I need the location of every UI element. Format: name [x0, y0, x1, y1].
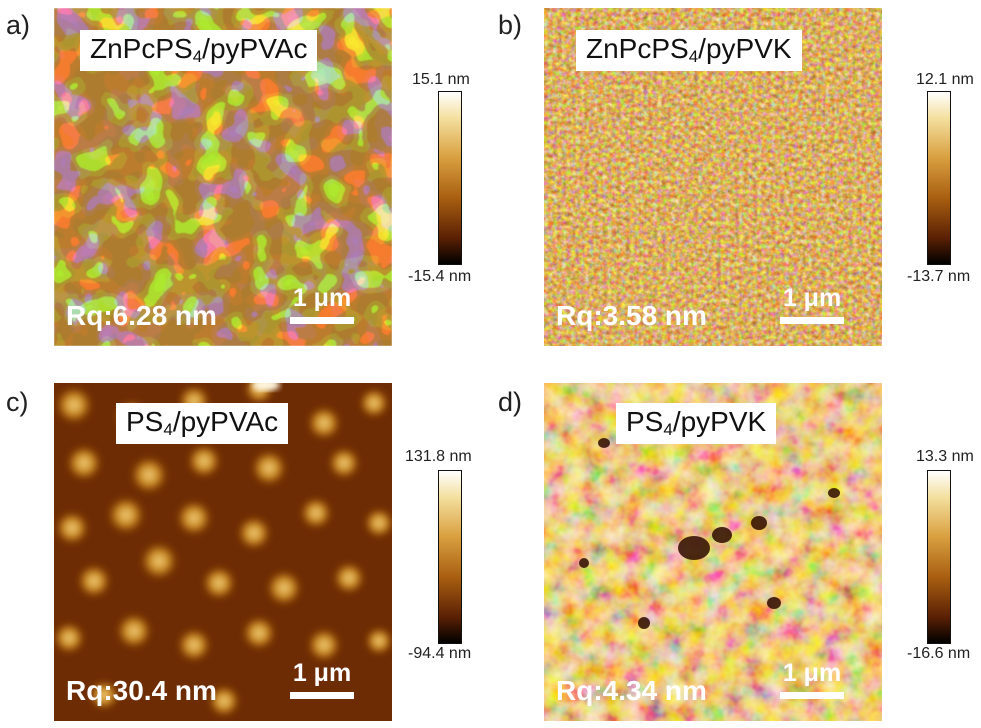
colorbar-c-min: -94.4 nm — [408, 645, 472, 662]
scale-bar-line — [290, 317, 354, 324]
colorbar-a-max: 15.1 nm — [412, 71, 470, 88]
panel-a-label: a) — [6, 10, 31, 40]
colorbar-b — [927, 91, 951, 265]
panel-c-label: c) — [6, 387, 29, 417]
colorbar-b-min: -13.7 nm — [907, 268, 971, 285]
panel-c-scalebar: 1 μm — [290, 659, 354, 699]
panel-b-rq: Rq:3.58 nm — [556, 300, 707, 331]
afm-image-d: PS4/pyPVK Rq:4.34 nm 1 μm — [544, 383, 882, 721]
scale-bar-line — [780, 692, 844, 699]
panel-a-title: ZnPcPS4/pyPVAc — [80, 30, 318, 71]
colorbar-d-max: 13.3 nm — [916, 448, 974, 465]
panel-d-rq: Rq:4.34 nm — [556, 675, 707, 706]
afm-image-c: PS4/pyPVAc Rq:30.4 nm 1 μm — [54, 383, 392, 721]
colorbar-d — [927, 470, 951, 644]
panel-c-rq: Rq:30.4 nm — [66, 675, 217, 706]
panel-b-scalebar: 1 μm — [780, 284, 844, 324]
panel-c-title: PS4/pyPVAc — [116, 403, 289, 444]
scale-bar-line — [290, 692, 354, 699]
panel-b-title: ZnPcPS4/pyPVK — [576, 30, 802, 71]
colorbar-c-max: 131.8 nm — [405, 448, 472, 465]
colorbar-d-min: -16.6 nm — [907, 645, 971, 662]
panel-d-title: PS4/pyPVK — [616, 403, 777, 444]
panel-a-scalebar: 1 μm — [290, 284, 354, 324]
colorbar-a-min: -15.4 nm — [408, 268, 472, 285]
colorbar-a — [438, 91, 462, 265]
panel-a-rq: Rq:6.28 nm — [66, 300, 217, 331]
afm-image-b: ZnPcPS4/pyPVK Rq:3.58 nm 1 μm — [544, 8, 882, 346]
panel-d-label: d) — [498, 387, 523, 417]
panel-d-scalebar: 1 μm — [780, 659, 844, 699]
scale-bar-line — [780, 317, 844, 324]
colorbar-c — [438, 470, 462, 644]
panel-b-label: b) — [498, 10, 523, 40]
afm-image-a: ZnPcPS4/pyPVAc Rq:6.28 nm 1 μm — [54, 8, 392, 346]
colorbar-b-max: 12.1 nm — [916, 71, 974, 88]
